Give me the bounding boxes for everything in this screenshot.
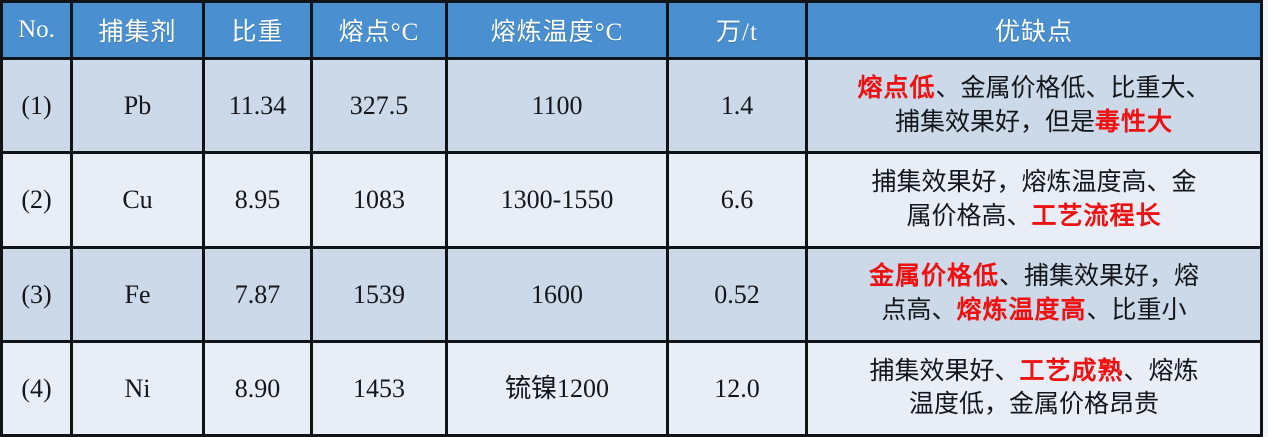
column-header-agent: 捕集剂 [70,0,205,60]
cell-smelting-temperature: 1100 [445,56,669,155]
cell-pros-cons: 熔点低、金属价格低、比重大、 捕集效果好，但是毒性大 [805,56,1263,155]
table-row: (1) Pb 11.34 327.5 1100 1.4 熔点低、金属价格低、比重… [0,56,1263,155]
remark-text: 点高、 [881,297,957,325]
cell-price: 12.0 [666,339,808,437]
remark-text: 、比重小 [1086,297,1187,325]
remark-line: 捕集效果好、工艺成熟、熔炼 [812,355,1256,389]
remark-text: 温度低，金属价格昂贵 [908,391,1159,419]
remark-text: 、熔炼 [1123,357,1199,385]
cell-density: 8.90 [202,339,313,437]
remark-emphasis: 金属价格低 [868,263,999,291]
header-row: No. 捕集剂 比重 熔点°C 熔炼温度°C 万/t 优缺点 [0,0,1263,60]
cell-density: 8.95 [202,151,313,249]
remark-text: 属价格高、 [906,202,1032,230]
remark-text: 捕集效果好，熔炼温度高、金 [871,169,1197,197]
remark-emphasis: 工艺成熟 [1019,357,1124,385]
remark-text: 、捕集效果好，熔 [999,263,1200,291]
cell-melting-point: 1453 [310,339,448,437]
remark-line: 捕集效果好，但是毒性大 [812,106,1256,140]
cell-smelting-temperature: 1600 [445,245,669,343]
cell-no: (1) [0,56,73,155]
remark-text: 捕集效果好、 [869,357,1020,385]
remark-line: 捕集效果好，熔炼温度高、金 [812,166,1256,200]
column-header-pros-cons: 优缺点 [805,0,1263,60]
cell-price: 6.6 [666,151,808,249]
column-header-no: No. [0,0,73,60]
cell-pros-cons: 捕集效果好、工艺成熟、熔炼 温度低，金属价格昂贵 [805,339,1263,437]
cell-pros-cons: 金属价格低、捕集效果好，熔 点高、熔炼温度高、比重小 [805,245,1263,343]
remark-line: 金属价格低、捕集效果好，熔 [812,260,1256,294]
cell-agent: Pb [70,56,205,155]
remark-emphasis: 熔炼温度高 [956,297,1087,325]
table-row: (2) Cu 8.95 1083 1300-1550 6.6 捕集效果好，熔炼温… [0,151,1263,249]
remark-line: 温度低，金属价格昂贵 [812,388,1256,422]
remark-emphasis: 熔点低 [857,74,936,102]
cell-melting-point: 1083 [310,151,448,249]
table-row: (4) Ni 8.90 1453 锍镍1200 12.0 捕集效果好、工艺成熟、… [0,339,1263,437]
remark-emphasis: 工艺流程长 [1031,202,1162,230]
remark-line: 熔点低、金属价格低、比重大、 [812,72,1256,106]
cell-smelting-temperature: 1300-1550 [445,151,669,249]
column-header-smelting-temperature: 熔炼温度°C [445,0,669,60]
table-header: No. 捕集剂 比重 熔点°C 熔炼温度°C 万/t 优缺点 [0,0,1263,60]
column-header-price: 万/t [666,0,808,60]
cell-price: 0.52 [666,245,808,343]
cell-pros-cons: 捕集效果好，熔炼温度高、金 属价格高、工艺流程长 [805,151,1263,249]
cell-agent: Ni [70,339,205,437]
remark-line: 属价格高、工艺流程长 [812,200,1256,234]
cell-density: 11.34 [202,56,313,155]
remark-text: 捕集效果好，但是 [894,108,1095,136]
table-body: (1) Pb 11.34 327.5 1100 1.4 熔点低、金属价格低、比重… [0,56,1263,437]
cell-melting-point: 1539 [310,245,448,343]
cell-agent: Cu [70,151,205,249]
cell-no: (4) [0,339,73,437]
cell-agent: Fe [70,245,205,343]
cell-no: (3) [0,245,73,343]
cell-melting-point: 327.5 [310,56,448,155]
remark-text: 、金属价格低、比重大、 [935,74,1211,102]
column-header-melting-point: 熔点°C [310,0,448,60]
remark-emphasis: 毒性大 [1095,108,1174,136]
remark-line: 点高、熔炼温度高、比重小 [812,294,1256,328]
cell-smelting-temperature: 锍镍1200 [445,339,669,437]
cell-density: 7.87 [202,245,313,343]
cell-no: (2) [0,151,73,249]
cell-price: 1.4 [666,56,808,155]
column-header-density: 比重 [202,0,313,60]
table-row: (3) Fe 7.87 1539 1600 0.52 金属价格低、捕集效果好，熔… [0,245,1263,343]
